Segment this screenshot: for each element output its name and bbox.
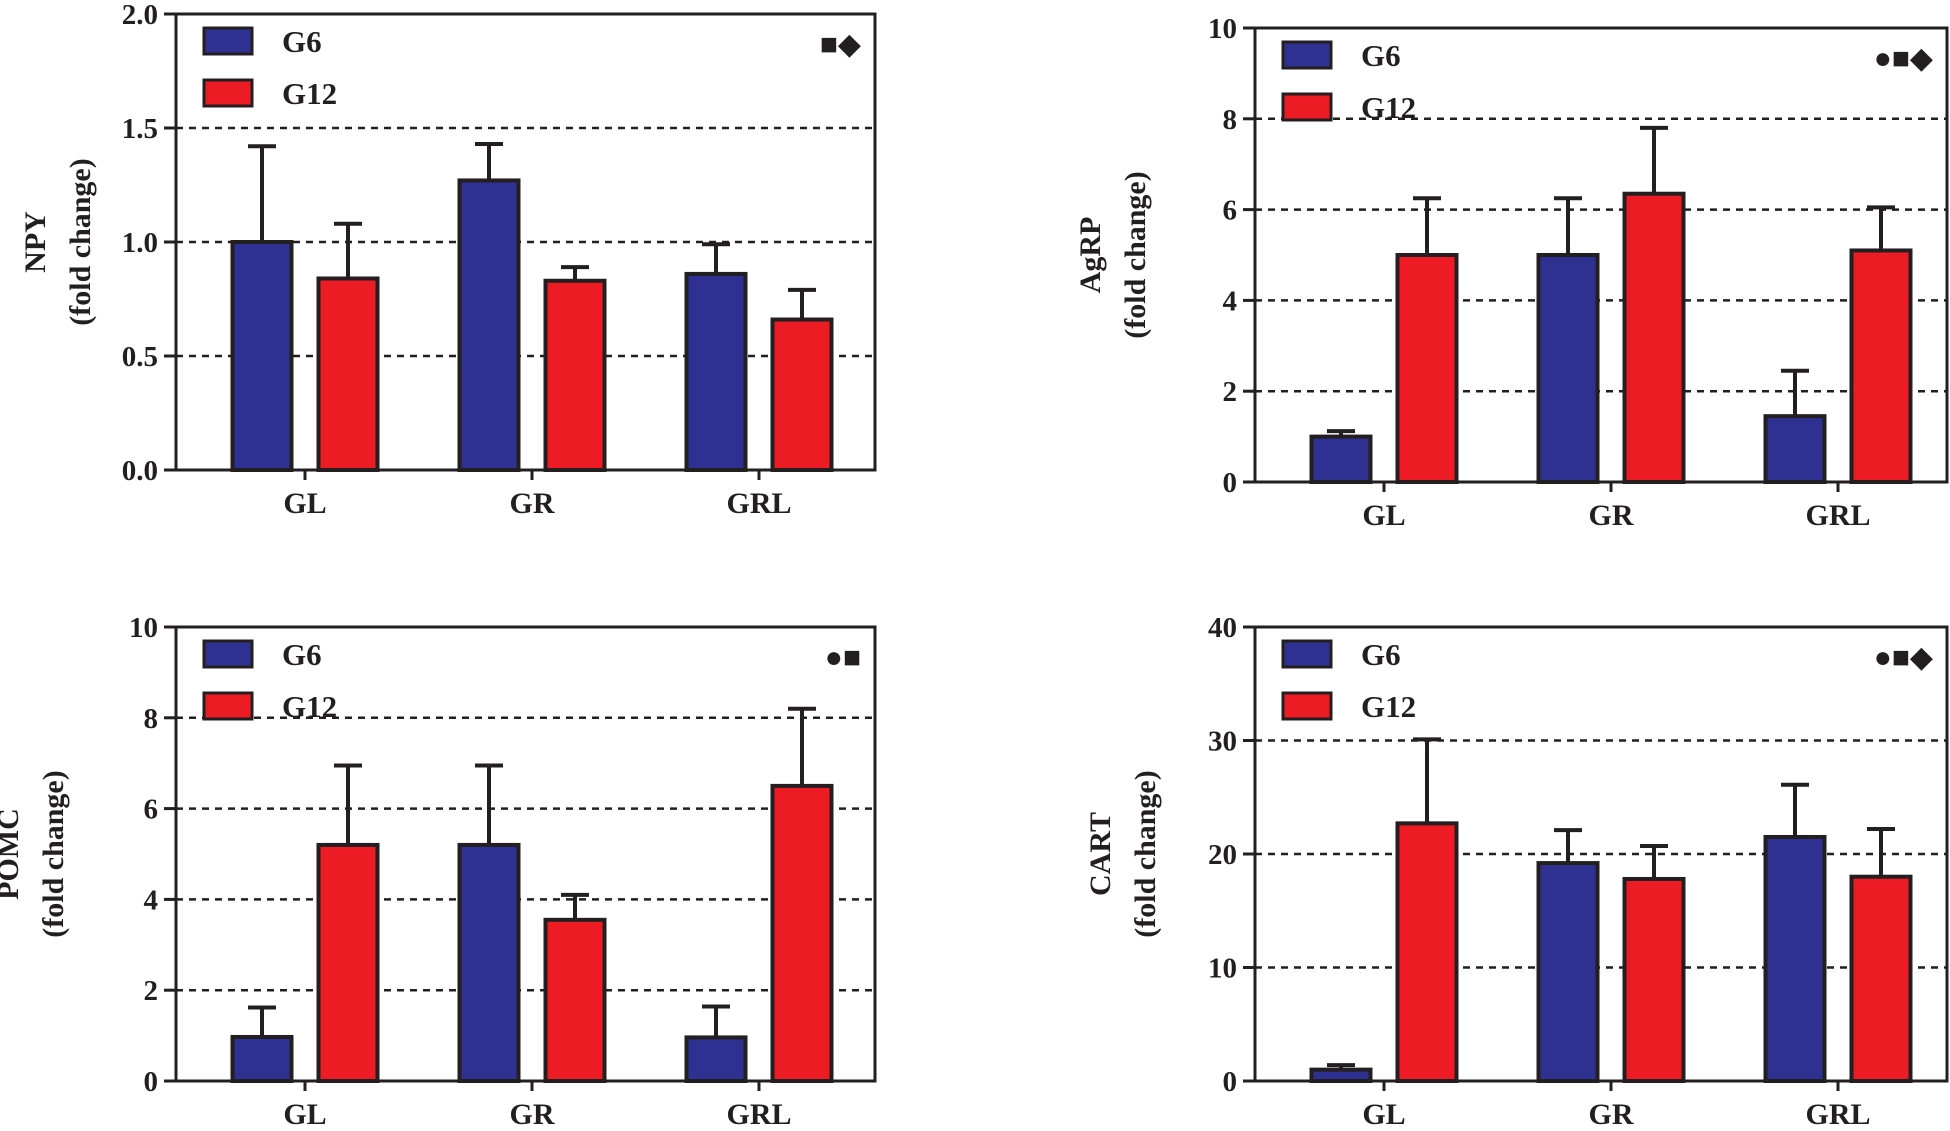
y-tick-label: 8: [1223, 104, 1238, 136]
legend-label-g6: G6: [282, 637, 322, 672]
y-tick-label: 2: [1223, 376, 1238, 408]
chart-panel-2: GL GR GRL 0 2 4 6 8 10 AgRP (fold change) G6 G12 ●■◆: [1074, 13, 1949, 532]
chart-panel-1: GL GR GRL 0.0 0.5 1.0 1.5 2.0 NPY (fold change) G6…: [19, 0, 877, 520]
bar-g6-gr: [457, 842, 521, 1083]
x-tick-label-grl: GRL: [1805, 499, 1870, 532]
bar-g6-grl: [684, 1035, 748, 1084]
significance-markers: ●■◆: [1874, 641, 1933, 674]
bar-g12-grl: [770, 783, 834, 1084]
legend-label-g12: G12: [1361, 90, 1416, 125]
bar-g12-gr: [543, 917, 607, 1084]
legend-swatch-g6: [1281, 639, 1333, 669]
bar-g6-gr: [1536, 861, 1600, 1084]
y-tick-label: 0: [1223, 467, 1238, 499]
bar-g6-grl: [684, 271, 748, 473]
bar-g12-gl: [316, 276, 380, 473]
x-tick-label-gl: GL: [1362, 499, 1405, 532]
y-axis-label: NPY: [19, 211, 52, 273]
y-tick-label: 8: [144, 703, 159, 735]
y-tick-label: 2: [144, 975, 159, 1007]
y-tick-label: 10: [1208, 13, 1237, 45]
x-tick-label-grl: GRL: [726, 487, 791, 520]
y-tick-label: 0: [1223, 1066, 1238, 1098]
bar-g12-gl: [1395, 821, 1459, 1083]
significance-markers: ■◆: [820, 28, 861, 61]
x-tick-label-gr: GR: [1589, 1098, 1634, 1131]
y-tick-label: 20: [1208, 839, 1237, 871]
legend-swatch-g6: [1281, 40, 1333, 70]
plot-frame: [174, 625, 877, 1083]
y-axis-label: CART: [1084, 812, 1117, 896]
y-axis-label: POMC: [0, 808, 25, 900]
y-tick-label: 6: [1223, 195, 1238, 227]
y-tick-label: 0.0: [122, 455, 158, 487]
bar-g12-gl: [316, 842, 380, 1083]
legend-swatch-g12: [202, 78, 254, 108]
y-axis-label: AgRP: [1074, 217, 1107, 294]
y-tick-label: 0.5: [122, 341, 158, 373]
y-axis-sublabel: (fold change): [1119, 171, 1152, 339]
y-tick-label: 10: [129, 612, 158, 644]
legend-label-g12: G12: [282, 689, 337, 724]
bar-g12-grl: [1849, 248, 1913, 484]
legend-swatch-g6: [202, 639, 254, 669]
y-axis-sublabel: (fold change): [64, 158, 97, 326]
legend-label-g6: G6: [1361, 637, 1401, 672]
legend-label-g6: G6: [1361, 38, 1401, 73]
x-tick-label-gl: GL: [283, 1098, 326, 1131]
y-tick-label: 1.5: [122, 113, 158, 145]
legend-swatch-g12: [1281, 92, 1333, 122]
x-tick-label-gr: GR: [510, 487, 555, 520]
bar-g12-grl: [1849, 874, 1913, 1084]
y-tick-label: 10: [1208, 953, 1237, 985]
plot-frame: [1253, 26, 1949, 484]
x-tick-label-grl: GRL: [1805, 1098, 1870, 1131]
y-tick-label: 40: [1208, 612, 1237, 644]
bar-g6-gl: [230, 240, 294, 472]
x-tick-label-gr: GR: [510, 1098, 555, 1131]
y-tick-label: 4: [144, 884, 159, 916]
bar-g12-gr: [543, 278, 607, 473]
y-tick-label: 4: [1223, 285, 1238, 317]
y-axis-sublabel: (fold change): [37, 770, 70, 938]
bar-g12-grl: [770, 317, 834, 472]
bar-g12-gr: [1622, 191, 1686, 485]
y-tick-label: 0: [144, 1066, 159, 1098]
x-tick-label-grl: GRL: [726, 1098, 791, 1131]
y-tick-label: 6: [144, 794, 159, 826]
bar-g6-grl: [1763, 834, 1827, 1083]
bar-g6-gl: [230, 1034, 294, 1084]
legend-swatch-g12: [202, 691, 254, 721]
x-tick-label-gl: GL: [1362, 1098, 1405, 1131]
x-tick-label-gr: GR: [1589, 499, 1634, 532]
legend-label-g12: G12: [282, 76, 337, 111]
x-tick-label-gl: GL: [283, 487, 326, 520]
significance-markers: ●■: [825, 641, 861, 674]
significance-markers: ●■◆: [1874, 42, 1933, 75]
bar-g6-gl: [1309, 434, 1373, 485]
y-tick-label: 2.0: [122, 0, 158, 31]
chart-panel-3: GL GR GRL 0 2 4 6 8 10 POMC (fold change) G6 G12 ●■: [0, 612, 877, 1131]
legend-label-g12: G12: [1361, 689, 1416, 724]
bar-g6-gl: [1309, 1067, 1373, 1084]
bar-g6-gr: [457, 178, 521, 472]
legend-swatch-g6: [202, 26, 254, 56]
chart-panel-4: GL GR GRL 0 10 20 30 40 CART (fold change) G6 G12 ●■…: [1084, 612, 1949, 1131]
legend-swatch-g12: [1281, 691, 1333, 721]
legend-label-g6: G6: [282, 24, 322, 59]
bar-g6-gr: [1536, 253, 1600, 484]
y-tick-label: 1.0: [122, 227, 158, 259]
bar-g12-gr: [1622, 876, 1686, 1083]
y-axis-sublabel: (fold change): [1129, 770, 1162, 938]
bar-g12-gl: [1395, 253, 1459, 484]
y-tick-label: 30: [1208, 726, 1237, 758]
bar-g6-grl: [1763, 414, 1827, 485]
